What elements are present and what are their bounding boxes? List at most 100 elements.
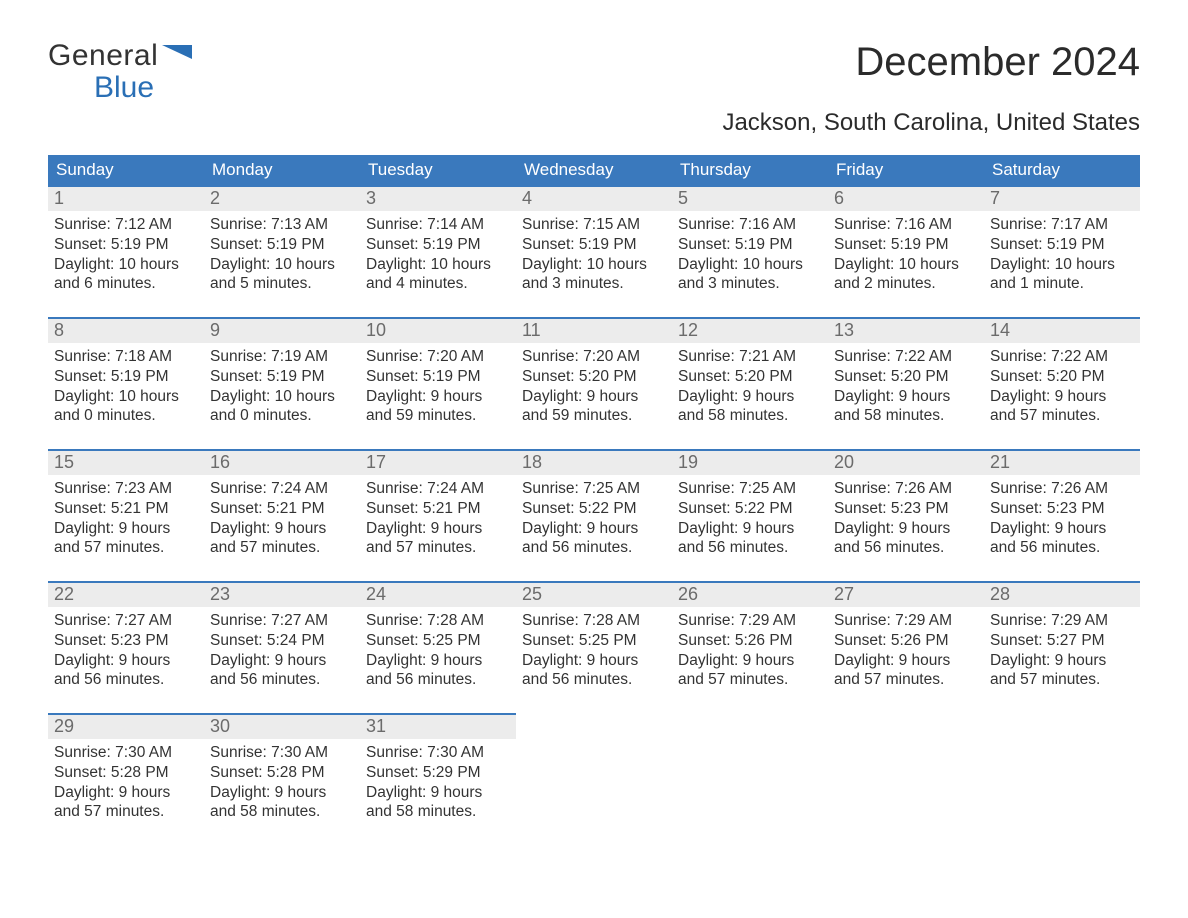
day-number: 19 (672, 449, 828, 475)
day-number: 7 (984, 185, 1140, 211)
sunset-text: Sunset: 5:19 PM (210, 367, 354, 387)
sunrise-text: Sunrise: 7:19 AM (210, 347, 354, 367)
daylight2-text: and 56 minutes. (522, 538, 666, 558)
weekday-header: Monday (204, 155, 360, 185)
day-number: 22 (48, 581, 204, 607)
sunrise-text: Sunrise: 7:16 AM (834, 215, 978, 235)
day-cell: 25Sunrise: 7:28 AMSunset: 5:25 PMDayligh… (516, 581, 672, 713)
day-number (828, 713, 984, 739)
day-number: 2 (204, 185, 360, 211)
sunset-text: Sunset: 5:19 PM (54, 235, 198, 255)
day-cell: 24Sunrise: 7:28 AMSunset: 5:25 PMDayligh… (360, 581, 516, 713)
daylight1-text: Daylight: 9 hours (522, 387, 666, 407)
day-details: Sunrise: 7:12 AMSunset: 5:19 PMDaylight:… (48, 211, 204, 317)
day-cell: 8Sunrise: 7:18 AMSunset: 5:19 PMDaylight… (48, 317, 204, 449)
sunrise-text: Sunrise: 7:18 AM (54, 347, 198, 367)
sunset-text: Sunset: 5:21 PM (210, 499, 354, 519)
day-cell: 28Sunrise: 7:29 AMSunset: 5:27 PMDayligh… (984, 581, 1140, 713)
day-cell: 18Sunrise: 7:25 AMSunset: 5:22 PMDayligh… (516, 449, 672, 581)
day-cell: 20Sunrise: 7:26 AMSunset: 5:23 PMDayligh… (828, 449, 984, 581)
day-details: Sunrise: 7:30 AMSunset: 5:28 PMDaylight:… (48, 739, 204, 845)
sunrise-text: Sunrise: 7:22 AM (990, 347, 1134, 367)
location-subtitle: Jackson, South Carolina, United States (48, 109, 1140, 137)
day-cell: 14Sunrise: 7:22 AMSunset: 5:20 PMDayligh… (984, 317, 1140, 449)
day-details: Sunrise: 7:18 AMSunset: 5:19 PMDaylight:… (48, 343, 204, 449)
day-cell: 13Sunrise: 7:22 AMSunset: 5:20 PMDayligh… (828, 317, 984, 449)
daylight1-text: Daylight: 10 hours (54, 387, 198, 407)
day-number: 18 (516, 449, 672, 475)
sunset-text: Sunset: 5:29 PM (366, 763, 510, 783)
day-cell: 16Sunrise: 7:24 AMSunset: 5:21 PMDayligh… (204, 449, 360, 581)
sunrise-text: Sunrise: 7:20 AM (366, 347, 510, 367)
daylight2-text: and 56 minutes. (366, 670, 510, 690)
sunrise-text: Sunrise: 7:24 AM (210, 479, 354, 499)
sunrise-text: Sunrise: 7:28 AM (522, 611, 666, 631)
daylight1-text: Daylight: 9 hours (210, 651, 354, 671)
day-number: 11 (516, 317, 672, 343)
day-details: Sunrise: 7:24 AMSunset: 5:21 PMDaylight:… (360, 475, 516, 581)
sunset-text: Sunset: 5:20 PM (522, 367, 666, 387)
sunset-text: Sunset: 5:21 PM (54, 499, 198, 519)
weekday-header: Wednesday (516, 155, 672, 185)
day-number: 14 (984, 317, 1140, 343)
day-number: 10 (360, 317, 516, 343)
daylight2-text: and 0 minutes. (210, 406, 354, 426)
daylight2-text: and 59 minutes. (366, 406, 510, 426)
day-details: Sunrise: 7:16 AMSunset: 5:19 PMDaylight:… (828, 211, 984, 317)
daylight2-text: and 57 minutes. (210, 538, 354, 558)
sunrise-text: Sunrise: 7:27 AM (54, 611, 198, 631)
daylight1-text: Daylight: 10 hours (990, 255, 1134, 275)
sunset-text: Sunset: 5:22 PM (678, 499, 822, 519)
day-details: Sunrise: 7:30 AMSunset: 5:29 PMDaylight:… (360, 739, 516, 845)
brand-general: General (48, 40, 158, 72)
day-details: Sunrise: 7:14 AMSunset: 5:19 PMDaylight:… (360, 211, 516, 317)
weekday-header-row: SundayMondayTuesdayWednesdayThursdayFrid… (48, 155, 1140, 185)
day-number: 9 (204, 317, 360, 343)
day-number: 12 (672, 317, 828, 343)
day-details: Sunrise: 7:27 AMSunset: 5:24 PMDaylight:… (204, 607, 360, 713)
weekday-header: Friday (828, 155, 984, 185)
daylight2-text: and 0 minutes. (54, 406, 198, 426)
day-cell: 9Sunrise: 7:19 AMSunset: 5:19 PMDaylight… (204, 317, 360, 449)
daylight1-text: Daylight: 9 hours (366, 651, 510, 671)
sunset-text: Sunset: 5:20 PM (678, 367, 822, 387)
day-number: 27 (828, 581, 984, 607)
week-row: 22Sunrise: 7:27 AMSunset: 5:23 PMDayligh… (48, 581, 1140, 713)
sunrise-text: Sunrise: 7:25 AM (678, 479, 822, 499)
sunrise-text: Sunrise: 7:14 AM (366, 215, 510, 235)
day-details: Sunrise: 7:30 AMSunset: 5:28 PMDaylight:… (204, 739, 360, 845)
daylight2-text: and 57 minutes. (990, 670, 1134, 690)
daylight2-text: and 6 minutes. (54, 274, 198, 294)
daylight1-text: Daylight: 9 hours (366, 519, 510, 539)
sunrise-text: Sunrise: 7:22 AM (834, 347, 978, 367)
day-cell: 7Sunrise: 7:17 AMSunset: 5:19 PMDaylight… (984, 185, 1140, 317)
daylight1-text: Daylight: 9 hours (210, 519, 354, 539)
day-number: 30 (204, 713, 360, 739)
sunrise-text: Sunrise: 7:28 AM (366, 611, 510, 631)
day-number: 25 (516, 581, 672, 607)
day-cell: 19Sunrise: 7:25 AMSunset: 5:22 PMDayligh… (672, 449, 828, 581)
daylight2-text: and 56 minutes. (678, 538, 822, 558)
day-number (672, 713, 828, 739)
daylight1-text: Daylight: 10 hours (54, 255, 198, 275)
day-details: Sunrise: 7:25 AMSunset: 5:22 PMDaylight:… (516, 475, 672, 581)
sunrise-text: Sunrise: 7:16 AM (678, 215, 822, 235)
day-number: 4 (516, 185, 672, 211)
sunset-text: Sunset: 5:20 PM (990, 367, 1134, 387)
sunset-text: Sunset: 5:19 PM (678, 235, 822, 255)
day-number: 28 (984, 581, 1140, 607)
daylight2-text: and 3 minutes. (678, 274, 822, 294)
daylight1-text: Daylight: 9 hours (990, 387, 1134, 407)
day-details: Sunrise: 7:22 AMSunset: 5:20 PMDaylight:… (828, 343, 984, 449)
sunset-text: Sunset: 5:19 PM (834, 235, 978, 255)
day-details: Sunrise: 7:22 AMSunset: 5:20 PMDaylight:… (984, 343, 1140, 449)
day-details: Sunrise: 7:17 AMSunset: 5:19 PMDaylight:… (984, 211, 1140, 317)
day-cell: 15Sunrise: 7:23 AMSunset: 5:21 PMDayligh… (48, 449, 204, 581)
day-cell: 27Sunrise: 7:29 AMSunset: 5:26 PMDayligh… (828, 581, 984, 713)
sunset-text: Sunset: 5:26 PM (678, 631, 822, 651)
day-details: Sunrise: 7:29 AMSunset: 5:26 PMDaylight:… (828, 607, 984, 713)
day-number: 26 (672, 581, 828, 607)
day-details: Sunrise: 7:28 AMSunset: 5:25 PMDaylight:… (516, 607, 672, 713)
day-cell: 3Sunrise: 7:14 AMSunset: 5:19 PMDaylight… (360, 185, 516, 317)
day-number: 29 (48, 713, 204, 739)
